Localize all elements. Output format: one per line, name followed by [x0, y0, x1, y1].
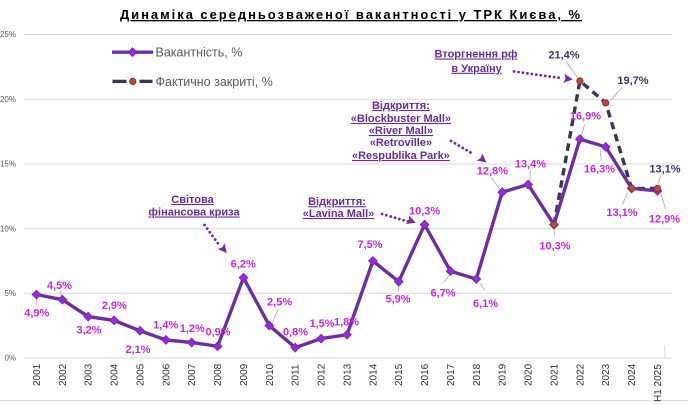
svg-text:H1 2025: H1 2025 — [653, 364, 664, 402]
svg-text:2014: 2014 — [368, 363, 379, 386]
svg-text:в Україну: в Україну — [451, 63, 502, 75]
svg-text:2022: 2022 — [575, 363, 586, 386]
svg-text:Вакантність, %: Вакантність, % — [156, 46, 243, 60]
svg-text:10%: 10% — [0, 224, 16, 233]
svg-text:16,3%: 16,3% — [584, 164, 615, 176]
svg-text:3,2%: 3,2% — [76, 325, 101, 337]
svg-text:2,9%: 2,9% — [102, 300, 127, 312]
svg-text:2020: 2020 — [524, 363, 535, 386]
svg-text:12,9%: 12,9% — [649, 213, 680, 225]
svg-text:2024: 2024 — [627, 363, 638, 386]
svg-text:1,5%: 1,5% — [309, 318, 334, 330]
svg-text:2002: 2002 — [58, 363, 69, 386]
svg-text:«Respublika Park»: «Respublika Park» — [352, 150, 450, 162]
svg-text:2021: 2021 — [550, 363, 561, 386]
svg-text:10,3%: 10,3% — [539, 241, 570, 253]
svg-text:1,4%: 1,4% — [153, 320, 178, 332]
svg-text:16,9%: 16,9% — [570, 111, 601, 123]
svg-text:12,8%: 12,8% — [477, 166, 508, 178]
svg-text:2008: 2008 — [213, 363, 224, 386]
svg-text:2,1%: 2,1% — [125, 344, 150, 356]
svg-text:2023: 2023 — [601, 363, 612, 386]
svg-text:20%: 20% — [0, 95, 16, 104]
svg-text:2,5%: 2,5% — [267, 297, 292, 309]
svg-text:5%: 5% — [4, 289, 16, 298]
svg-text:0,9%: 0,9% — [205, 327, 230, 339]
svg-text:10,3%: 10,3% — [409, 205, 440, 217]
svg-text:0%: 0% — [4, 354, 16, 363]
svg-text:Відкриття:: Відкриття: — [308, 196, 366, 208]
svg-text:фінансова криза: фінансова криза — [148, 207, 240, 219]
svg-text:2004: 2004 — [110, 363, 121, 386]
svg-text:2003: 2003 — [84, 363, 95, 386]
svg-text:2013: 2013 — [343, 363, 354, 386]
svg-text:2017: 2017 — [446, 363, 457, 386]
svg-text:2005: 2005 — [136, 363, 147, 386]
svg-text:19,7%: 19,7% — [617, 75, 648, 87]
svg-text:2006: 2006 — [161, 363, 172, 386]
svg-text:Світова: Світова — [171, 194, 214, 206]
svg-text:0,8%: 0,8% — [283, 327, 308, 339]
svg-text:6,7%: 6,7% — [430, 288, 455, 300]
svg-text:Відкриття:: Відкриття: — [372, 100, 430, 112]
svg-text:4,5%: 4,5% — [47, 280, 72, 292]
svg-text:4,9%: 4,9% — [24, 308, 49, 320]
svg-text:Динаміка середньозваженої вака: Динаміка середньозваженої вакантності у … — [120, 7, 582, 22]
svg-text:21,4%: 21,4% — [548, 50, 579, 62]
svg-text:1,8%: 1,8% — [334, 317, 359, 329]
svg-text:2015: 2015 — [394, 363, 405, 386]
svg-text:6,2%: 6,2% — [231, 258, 256, 270]
svg-text:2009: 2009 — [239, 363, 250, 386]
svg-text:2010: 2010 — [265, 363, 276, 386]
svg-text:13,1%: 13,1% — [649, 164, 680, 176]
svg-text:2016: 2016 — [420, 363, 431, 386]
svg-text:2012: 2012 — [317, 363, 328, 386]
svg-text:«Blockbuster Mall»: «Blockbuster Mall» — [351, 113, 451, 125]
svg-text:2018: 2018 — [472, 363, 483, 386]
svg-text:2011: 2011 — [291, 364, 302, 386]
svg-text:Фактично закриті, %: Фактично закриті, % — [156, 75, 273, 89]
svg-text:2019: 2019 — [498, 363, 509, 386]
svg-text:Вторгнення рф: Вторгнення рф — [435, 49, 518, 61]
svg-text:7,5%: 7,5% — [357, 239, 382, 251]
svg-text:5,9%: 5,9% — [385, 294, 410, 306]
svg-text:«Retroville»: «Retroville» — [370, 137, 432, 149]
svg-text:«Lavina Mall»: «Lavina Mall» — [303, 208, 375, 220]
svg-text:15%: 15% — [0, 160, 16, 169]
svg-text:1,2%: 1,2% — [180, 323, 205, 335]
svg-text:«River Mall»: «River Mall» — [369, 125, 433, 137]
svg-text:25%: 25% — [0, 30, 16, 39]
svg-text:13,4%: 13,4% — [515, 158, 546, 170]
svg-text:6,1%: 6,1% — [473, 298, 498, 310]
svg-text:2007: 2007 — [187, 363, 198, 386]
svg-text:2001: 2001 — [32, 363, 43, 386]
svg-text:13,1%: 13,1% — [606, 207, 637, 219]
